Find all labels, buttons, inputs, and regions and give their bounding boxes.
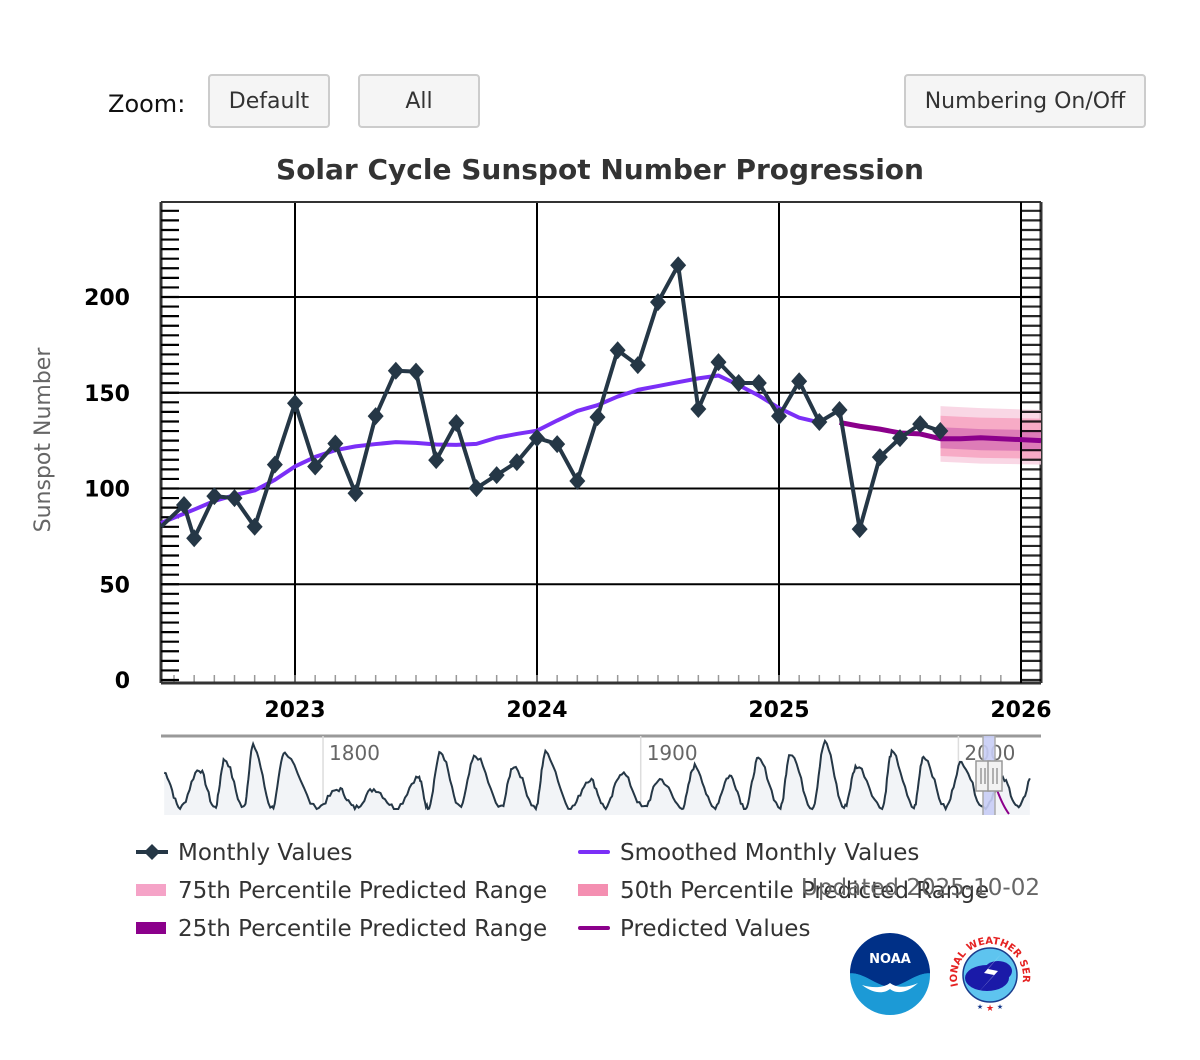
monthly-point[interactable] [468, 479, 485, 498]
y-tick-label: 0 [115, 669, 130, 694]
legend-label: Predicted Values [620, 916, 810, 942]
monthly-point[interactable] [690, 400, 707, 419]
legend-swatch-icon [136, 884, 166, 896]
zoom-label: Zoom: [108, 90, 186, 118]
x-tick-label: 2025 [748, 698, 809, 723]
y-tick-label: 150 [84, 382, 130, 407]
navigator-tick-label: 1900 [647, 741, 698, 765]
monthly-point[interactable] [771, 407, 787, 426]
legend-label: 50th Percentile Predicted Range [620, 878, 989, 904]
monthly-point[interactable] [791, 372, 808, 391]
grid [159, 201, 1043, 685]
monthly-point[interactable] [629, 356, 646, 375]
monthly-point[interactable] [488, 466, 505, 485]
chart-title: Solar Cycle Sunspot Number Progression [276, 153, 924, 186]
series-lines [159, 263, 1042, 541]
monthly-point[interactable] [367, 407, 384, 426]
monthly-point[interactable] [710, 353, 727, 372]
monthly-point[interactable] [508, 453, 525, 472]
legend-item[interactable]: Predicted Values [578, 916, 810, 942]
x-tick-label: 2023 [264, 698, 325, 723]
monthly-point[interactable] [750, 373, 767, 392]
legend-label: 25th Percentile Predicted Range [178, 916, 547, 942]
monthly-point[interactable] [912, 415, 929, 434]
x-tick-label: 2026 [990, 698, 1051, 723]
monthly-point[interactable] [307, 457, 324, 476]
legend: Monthly Values Smoothed Monthly Values 75t… [136, 840, 989, 942]
monthly-point[interactable] [408, 362, 424, 381]
navigator-predicted-line [996, 789, 1010, 815]
x-axis-labels: 2023 2024 2025 2026 [264, 698, 1051, 723]
y-tick-label: 100 [84, 478, 130, 503]
y-tick-label: 200 [84, 286, 130, 311]
noaa-logo-text: NOAA [869, 952, 911, 967]
navigator-tick-label: 1800 [329, 741, 380, 765]
monthly-point[interactable] [387, 361, 404, 380]
y-tick-label: 50 [99, 573, 130, 598]
monthly-point[interactable] [428, 451, 445, 470]
monthly-line [159, 263, 941, 541]
legend-swatch-icon [578, 884, 608, 896]
handle-grip-icon[interactable] [987, 760, 1003, 792]
monthly-point[interactable] [347, 484, 364, 503]
monthly-point[interactable] [186, 529, 203, 548]
zoom-all-button[interactable]: All [358, 74, 480, 128]
predicted-line [839, 419, 1042, 444]
monthly-point[interactable] [448, 414, 465, 433]
monthly-markers [176, 256, 949, 548]
legend-item[interactable]: Smoothed Monthly Values [578, 840, 919, 866]
monthly-point[interactable] [589, 408, 606, 427]
monthly-point[interactable] [176, 495, 192, 514]
legend-swatch-icon [136, 922, 166, 934]
monthly-point[interactable] [226, 489, 243, 508]
monthly-point[interactable] [892, 429, 908, 448]
legend-item[interactable]: Monthly Values [136, 840, 353, 866]
svg-text:★: ★ [977, 1003, 983, 1011]
predicted-range-bands [940, 406, 1041, 465]
plot-edge-ticks [161, 202, 1041, 683]
navigator-handle-right[interactable] [987, 760, 1003, 792]
navigator[interactable]: 180019002000 [161, 734, 1041, 815]
numbering-toggle-button[interactable]: Numbering On/Off [904, 74, 1146, 128]
monthly-point[interactable] [811, 413, 828, 432]
monthly-point[interactable] [569, 472, 586, 491]
monthly-point[interactable] [549, 435, 566, 454]
monthly-point[interactable] [327, 434, 344, 453]
monthly-point[interactable] [609, 341, 626, 360]
y-axis-labels: 0 50 100 150 200 [84, 286, 130, 694]
monthly-point[interactable] [287, 394, 303, 413]
legend-label: Monthly Values [178, 840, 353, 866]
legend-label: Smoothed Monthly Values [620, 840, 919, 866]
navigator-line [163, 738, 1031, 812]
monthly-point[interactable] [831, 400, 848, 419]
navigator-area [164, 740, 1030, 815]
legend-item[interactable]: 25th Percentile Predicted Range [136, 916, 547, 942]
legend-item[interactable]: 75th Percentile Predicted Range [136, 878, 547, 904]
monthly-point[interactable] [206, 487, 223, 506]
monthly-point[interactable] [266, 455, 283, 474]
updated-date: Updated 2025-10-02 [801, 875, 1040, 901]
legend-diamond-icon [144, 844, 160, 860]
zoom-default-button[interactable]: Default [208, 74, 330, 128]
nws-logo-icon: NATIONAL WEATHER SERVICE ★ ★ ★ [949, 936, 1031, 1014]
x-tick-label: 2024 [506, 698, 567, 723]
monthly-point[interactable] [730, 373, 747, 392]
monthly-point[interactable] [670, 256, 687, 275]
noaa-logo-icon: NOAA [850, 933, 930, 1015]
svg-text:★: ★ [997, 1003, 1003, 1011]
monthly-point[interactable] [650, 293, 666, 312]
svg-text:★: ★ [986, 1004, 994, 1014]
monthly-point[interactable] [851, 520, 868, 539]
y-axis-title: Sunspot Number [31, 347, 56, 533]
monthly-point[interactable] [529, 428, 545, 447]
monthly-point[interactable] [871, 448, 888, 467]
monthly-point[interactable] [246, 517, 263, 536]
navigator-handle-left[interactable] [975, 760, 991, 792]
legend-label: 75th Percentile Predicted Range [178, 878, 547, 904]
monthly-point[interactable] [932, 422, 949, 441]
legend-item[interactable]: 50th Percentile Predicted Range [578, 878, 989, 904]
smoothed-line [160, 373, 820, 525]
